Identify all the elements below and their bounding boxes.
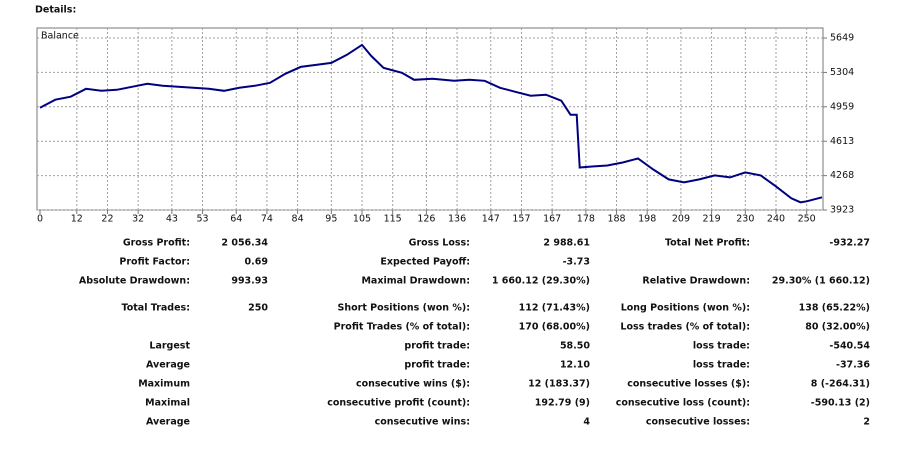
table-label: Expected Payoff:: [380, 257, 470, 268]
x-tick-label: 250: [798, 214, 816, 225]
table-value: 12 (183.37): [528, 379, 590, 390]
x-tick-label: 178: [577, 214, 595, 225]
table-label: Maximum: [138, 379, 190, 390]
x-tick-label: 105: [353, 214, 371, 225]
table-label: Total Trades:: [122, 303, 191, 314]
table-label: consecutive losses:: [646, 417, 750, 428]
y-tick-label: 4268: [830, 170, 854, 181]
x-tick-label: 230: [736, 214, 754, 225]
table-label: Average: [146, 417, 190, 428]
table-value: 2 988.61: [543, 238, 590, 249]
section-title: Details:: [35, 5, 76, 16]
table-label: Profit Factor:: [119, 257, 190, 268]
x-tick-label: 12: [71, 214, 83, 225]
x-tick-label: 95: [325, 214, 337, 225]
x-tick-label: 74: [261, 214, 273, 225]
table-value: -3.73: [563, 257, 590, 268]
y-tick-label: 4959: [830, 101, 854, 112]
x-tick-label: 209: [672, 214, 690, 225]
x-tick-label: 147: [482, 214, 500, 225]
x-tick-label: 64: [230, 214, 242, 225]
x-tick-label: 157: [512, 214, 530, 225]
table-value: 1 660.12 (29.30%): [492, 276, 590, 287]
table-value: 12.10: [560, 360, 590, 371]
table-label: Short Positions (won %):: [338, 303, 471, 314]
x-tick-label: 84: [292, 214, 304, 225]
table-label: consecutive losses ($):: [627, 379, 750, 390]
table-label: profit trade:: [404, 360, 470, 371]
x-tick-label: 167: [543, 214, 561, 225]
table-label: consecutive loss (count):: [616, 398, 750, 409]
series-label: Balance: [41, 31, 79, 42]
table-label: Loss trades (% of total):: [620, 322, 750, 333]
balance-line: [39, 43, 823, 204]
table-value: -540.54: [829, 341, 870, 352]
table-label: Maximal: [145, 398, 190, 409]
x-tick-label: 43: [166, 214, 178, 225]
y-tick-label: 3923: [830, 205, 854, 216]
table-label: consecutive profit (count):: [327, 398, 470, 409]
table-value: 0.69: [245, 257, 268, 268]
table-label: profit trade:: [404, 341, 470, 352]
x-tick-label: 219: [703, 214, 721, 225]
table-value: 250: [248, 303, 268, 314]
table-value: -37.36: [836, 360, 870, 371]
table-value: 993.93: [231, 276, 268, 287]
x-tick-label: 32: [132, 214, 144, 225]
table-value: 4: [583, 417, 590, 428]
table-label: Largest: [149, 341, 190, 352]
table-label: Gross Profit:: [123, 238, 190, 249]
table-label: loss trade:: [693, 341, 750, 352]
table-label: consecutive wins ($):: [356, 379, 470, 390]
x-tick-label: 22: [101, 214, 113, 225]
x-tick-label: 53: [196, 214, 208, 225]
x-tick-label: 188: [607, 214, 625, 225]
x-tick-label: 240: [767, 214, 785, 225]
table-value: 80 (32.00%): [805, 322, 870, 333]
y-tick-label: 4613: [830, 136, 854, 147]
table-label: consecutive wins:: [375, 417, 470, 428]
table-value: -590.13 (2): [811, 398, 870, 409]
table-value: 192.79 (9): [535, 398, 590, 409]
table-value: 2 056.34: [221, 238, 268, 249]
x-tick-label: 0: [37, 214, 43, 225]
table-value: 8 (-264.31): [811, 379, 870, 390]
table-label: Long Positions (won %):: [621, 303, 750, 314]
table-value: 58.50: [560, 341, 590, 352]
table-value: 2: [863, 417, 870, 428]
x-tick-label: 126: [417, 214, 435, 225]
table-label: loss trade:: [693, 360, 750, 371]
x-tick-label: 198: [638, 214, 656, 225]
table-label: Relative Drawdown:: [642, 276, 750, 287]
table-value: 112 (71.43%): [519, 303, 590, 314]
x-tick-label: 136: [448, 214, 466, 225]
x-tick-label: 115: [384, 214, 402, 225]
table-label: Maximal Drawdown:: [361, 276, 470, 287]
table-value: 29.30% (1 660.12): [772, 276, 870, 287]
table-label: Absolute Drawdown:: [79, 276, 190, 287]
table-label: Average: [146, 360, 190, 371]
y-tick-label: 5304: [830, 67, 854, 78]
table-value: -932.27: [829, 238, 870, 249]
y-tick-label: 5649: [830, 33, 854, 44]
table-value: 138 (65.22%): [799, 303, 870, 314]
table-label: Gross Loss:: [409, 238, 470, 249]
table-label: Profit Trades (% of total):: [334, 322, 470, 333]
table-label: Total Net Profit:: [665, 238, 750, 249]
chart-frame: [36, 27, 824, 211]
table-value: 170 (68.00%): [519, 322, 590, 333]
